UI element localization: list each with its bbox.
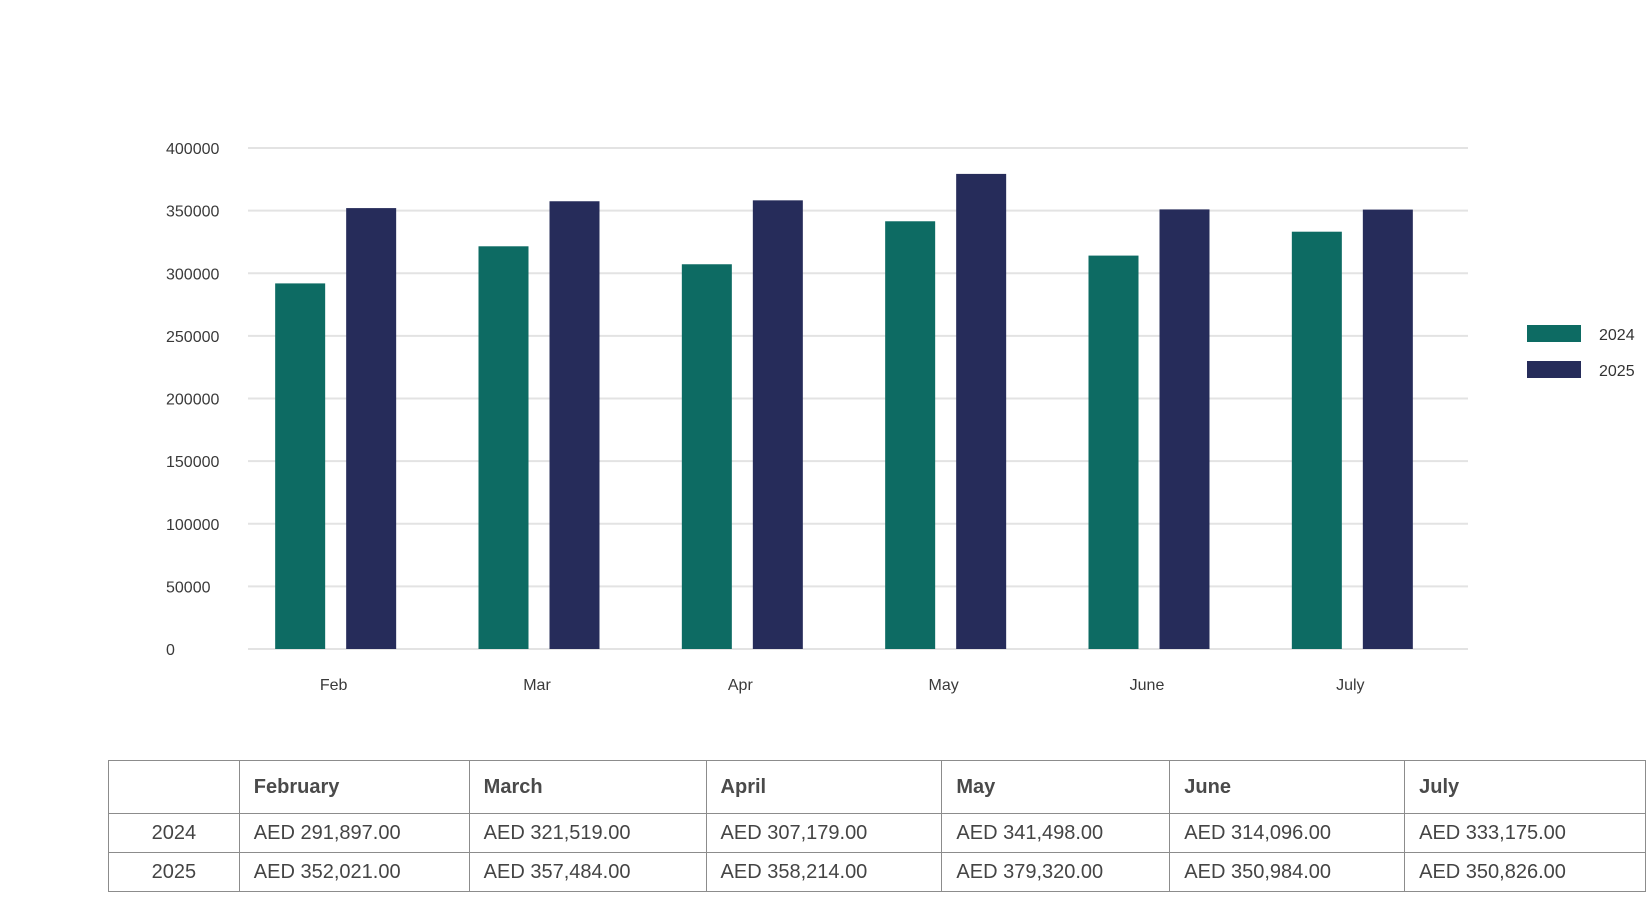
data-table: February March April May June July 2024 … xyxy=(108,760,1646,892)
bar-2025-july xyxy=(1362,209,1413,649)
y-axis-ticks: 0 50000 100000 150000 200000 250000 300000 3500… xyxy=(166,141,219,659)
x-tick-label: Feb xyxy=(320,677,348,694)
legend: 2024 2025 xyxy=(1527,325,1635,380)
bar-2024-july xyxy=(1291,231,1342,650)
table-cell: AED 350,826.00 xyxy=(1404,852,1646,892)
table-row: 2024 AED 291,897.00 AED 321,519.00 AED 3… xyxy=(108,813,1646,853)
x-axis-ticks: Feb Mar Apr May June July xyxy=(320,677,1365,694)
table-cell: AED 333,175.00 xyxy=(1404,813,1646,853)
bar-2025-june xyxy=(1159,209,1210,649)
table-header-cell: July xyxy=(1404,760,1646,814)
bar-2024-may xyxy=(885,221,936,650)
table-header-cell: May xyxy=(941,760,1171,814)
bar-2025-apr xyxy=(752,200,803,649)
x-tick-label: June xyxy=(1130,677,1165,694)
bar-2025-mar xyxy=(549,201,600,650)
x-tick-label: Apr xyxy=(728,677,754,694)
table-header-row: February March April May June July xyxy=(108,760,1646,814)
bar-2024-apr xyxy=(681,264,732,649)
table-cell: AED 321,519.00 xyxy=(468,813,707,853)
y-tick-label: 50000 xyxy=(166,579,211,596)
y-tick-label: 250000 xyxy=(166,329,219,346)
table-cell: AED 307,179.00 xyxy=(705,813,943,853)
row-label: 2025 xyxy=(108,852,240,892)
bar-2024-feb xyxy=(275,283,326,649)
x-tick-label: July xyxy=(1336,677,1364,694)
table-cell: AED 314,096.00 xyxy=(1169,813,1406,853)
x-tick-label: Mar xyxy=(523,677,551,694)
bar-2025-feb xyxy=(346,208,397,650)
table-header-cell: April xyxy=(705,760,943,814)
table-header-cell: March xyxy=(468,760,707,814)
legend-swatch xyxy=(1527,325,1581,342)
table-cell: AED 357,484.00 xyxy=(468,852,707,892)
table-corner-cell xyxy=(108,760,240,814)
y-tick-label: 200000 xyxy=(166,392,219,409)
gridlines xyxy=(248,147,1468,650)
row-label: 2024 xyxy=(108,813,240,853)
table-cell: AED 352,021.00 xyxy=(238,852,470,892)
bar-2024-june xyxy=(1088,255,1139,649)
bar-2024-mar xyxy=(478,246,529,649)
bar-chart: 0 50000 100000 150000 200000 250000 300000 3500… xyxy=(166,141,1635,694)
x-tick-label: May xyxy=(929,677,959,694)
table-cell: AED 358,214.00 xyxy=(705,852,943,892)
legend-swatch xyxy=(1527,361,1581,378)
bar-2025-may xyxy=(956,173,1007,649)
table-header-cell: February xyxy=(238,760,470,814)
table-cell: AED 379,320.00 xyxy=(941,852,1171,892)
table-cell: AED 350,984.00 xyxy=(1169,852,1406,892)
table-cell: AED 291,897.00 xyxy=(238,813,470,853)
y-tick-label: 350000 xyxy=(166,204,219,221)
table-header-cell: June xyxy=(1169,760,1406,814)
legend-label: 2024 xyxy=(1599,327,1635,344)
bars xyxy=(275,173,1413,650)
table-cell: AED 341,498.00 xyxy=(941,813,1171,853)
y-tick-label: 300000 xyxy=(166,266,219,283)
y-tick-label: 0 xyxy=(166,642,175,659)
table-row: 2025 AED 352,021.00 AED 357,484.00 AED 3… xyxy=(108,852,1646,892)
legend-label: 2025 xyxy=(1599,363,1635,380)
y-tick-label: 400000 xyxy=(166,141,219,158)
y-tick-label: 150000 xyxy=(166,454,219,471)
y-tick-label: 100000 xyxy=(166,517,219,534)
